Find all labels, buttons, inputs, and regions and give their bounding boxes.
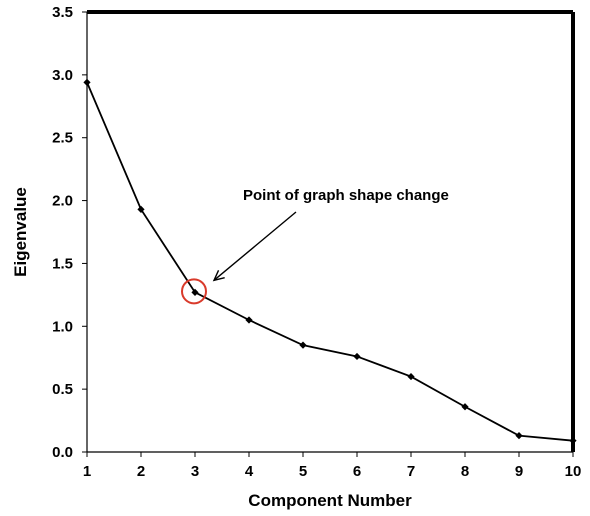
y-tick-label: 0.0: [52, 444, 73, 461]
x-tick-label: 7: [407, 463, 415, 480]
x-tick-label: 5: [299, 463, 307, 480]
data-point-marker: [407, 372, 415, 381]
y-axis-title: Eigenvalue: [11, 187, 30, 277]
data-point-marker: [245, 316, 253, 324]
y-tick-label: 3.0: [52, 67, 73, 84]
data-point-marker: [461, 403, 469, 411]
data-point-marker: [353, 352, 361, 361]
x-tick-label: 2: [137, 463, 145, 480]
y-tick-label: 0.5: [52, 381, 73, 398]
highlight-circle: [181, 278, 207, 305]
data-point-marker: [299, 341, 307, 349]
series-line: [86, 82, 574, 442]
y-axis-ticks: 0.0 0.5 1.0 1.5 2.0 2.5 3.0 3.5: [52, 4, 87, 461]
x-tick-label: 6: [353, 463, 361, 480]
data-point-marker: [83, 78, 91, 86]
x-tick-label: 9: [515, 463, 523, 480]
data-point-marker: [515, 432, 523, 440]
x-tick-label: 8: [461, 463, 469, 480]
x-axis-title: Component Number: [248, 491, 412, 510]
x-tick-label: 1: [83, 463, 91, 480]
y-tick-label: 1.0: [52, 318, 73, 335]
eigenvalue-series: [83, 78, 577, 445]
x-tick-label: 4: [245, 463, 254, 480]
y-tick-label: 3.5: [52, 4, 73, 21]
annotation-arrow-head: [212, 270, 225, 282]
annotation-arrow-line: [213, 211, 297, 281]
data-point-marker: [191, 288, 199, 296]
annotation: Point of graph shape change: [181, 187, 449, 305]
y-tick-label: 2.5: [52, 130, 73, 147]
y-tick-label: 2.0: [52, 193, 73, 210]
x-tick-label: 10: [565, 463, 582, 480]
annotation-text: Point of graph shape change: [243, 187, 449, 204]
x-tick-label: 3: [191, 463, 199, 480]
data-point-marker: [569, 437, 577, 445]
data-point-marker: [137, 205, 145, 213]
x-axis-ticks: 1 2 3 4 5 6 7 8 9 10: [83, 452, 582, 480]
plot-area: [86, 10, 575, 453]
y-tick-label: 1.5: [52, 255, 73, 272]
